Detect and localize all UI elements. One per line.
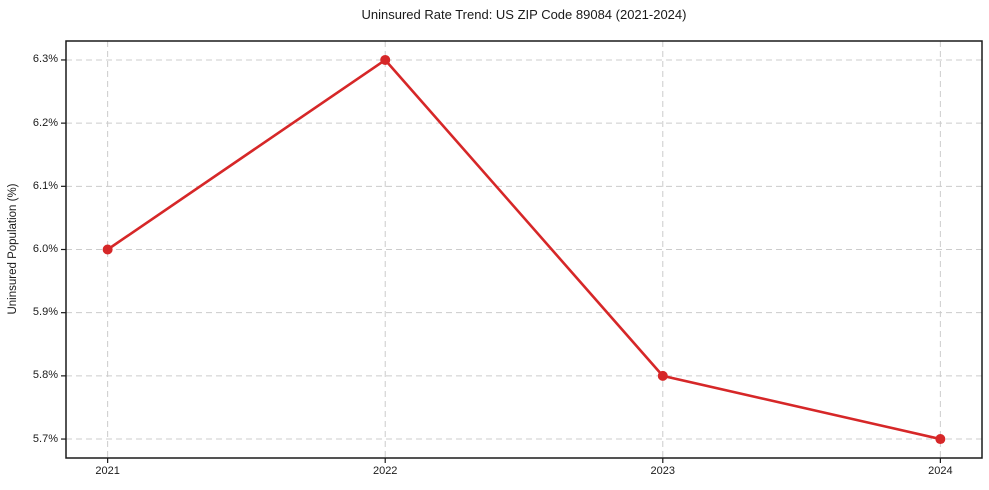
- data-point-2021: [102, 244, 113, 255]
- trend-line: [106, 58, 942, 441]
- y-tick-label: 5.7%: [32, 432, 58, 445]
- y-tick-label: 5.8%: [32, 369, 58, 382]
- y-tick-label: 6.1%: [32, 179, 58, 192]
- x-tick-label: 2023: [650, 465, 676, 477]
- data-point-2022: [380, 54, 391, 65]
- data-point-2024: [935, 434, 946, 445]
- x-tick-label: 2021: [95, 465, 120, 477]
- x-tick-label: 2024: [928, 465, 953, 477]
- y-tick-label: 5.9%: [32, 306, 58, 319]
- data-point-2023: [657, 370, 668, 381]
- y-tick-label: 6.2%: [32, 116, 58, 129]
- plot-frame: [65, 40, 983, 459]
- y-tick-label: 6.3%: [32, 53, 58, 66]
- chart-title: Uninsured Rate Trend: US ZIP Code 89084 …: [361, 7, 687, 22]
- y-tick-label: 6.0%: [32, 243, 58, 255]
- x-tick-label: 2022: [372, 465, 398, 477]
